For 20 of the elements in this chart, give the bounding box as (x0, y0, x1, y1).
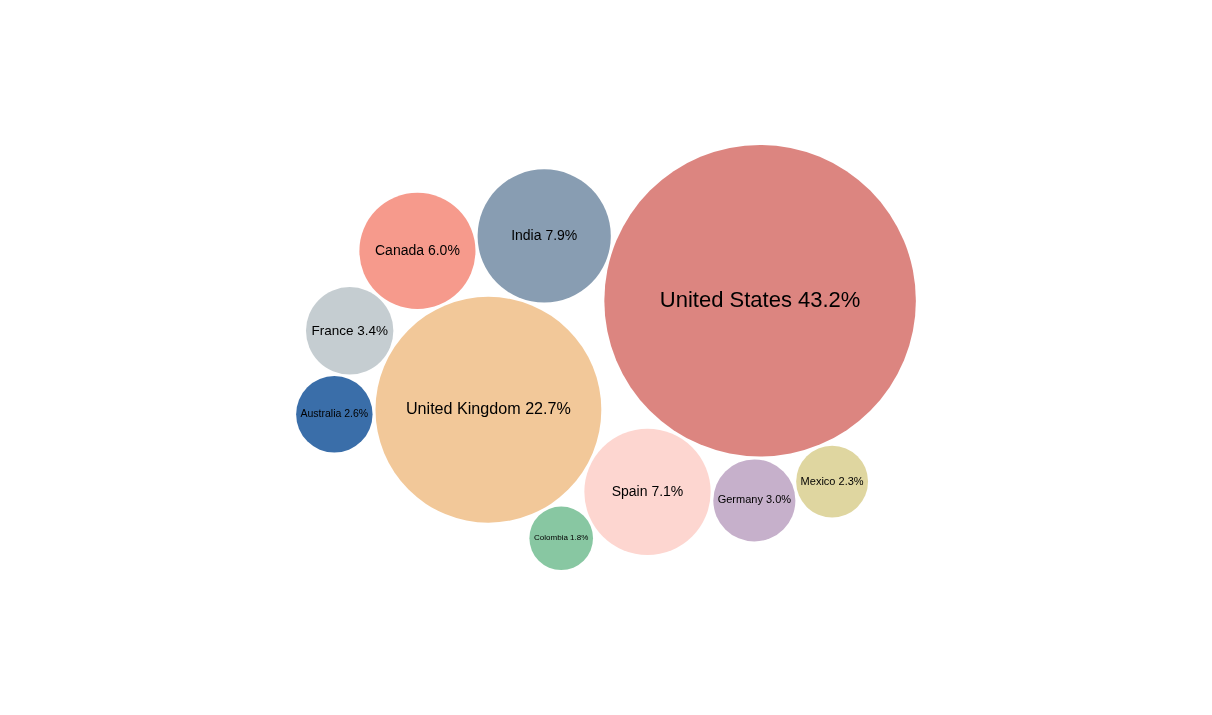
category-label: Germany (717, 493, 764, 506)
data-label: 3.0% (765, 493, 792, 506)
category-label: United States (659, 286, 792, 312)
category-label: Canada (375, 241, 425, 258)
data-label: 3.4% (357, 322, 388, 338)
category-label: India (511, 226, 542, 243)
data-label: 7.1% (651, 482, 684, 499)
data-label: 7.9% (545, 226, 578, 243)
data-label: 2.3% (838, 474, 864, 487)
data-label: 6.0% (427, 241, 460, 258)
data-label: 2.6% (344, 407, 369, 420)
category-label: Spain (611, 482, 648, 499)
category-label: Australia (300, 407, 342, 420)
category-label: Colombia (534, 533, 569, 543)
data-label: 22.7% (525, 399, 571, 418)
category-label: France (311, 322, 354, 338)
category-label: United Kingdom (405, 399, 521, 418)
category-label: Mexico (800, 474, 836, 487)
data-label: 1.8% (570, 533, 589, 543)
data-label: 43.2% (798, 286, 861, 312)
